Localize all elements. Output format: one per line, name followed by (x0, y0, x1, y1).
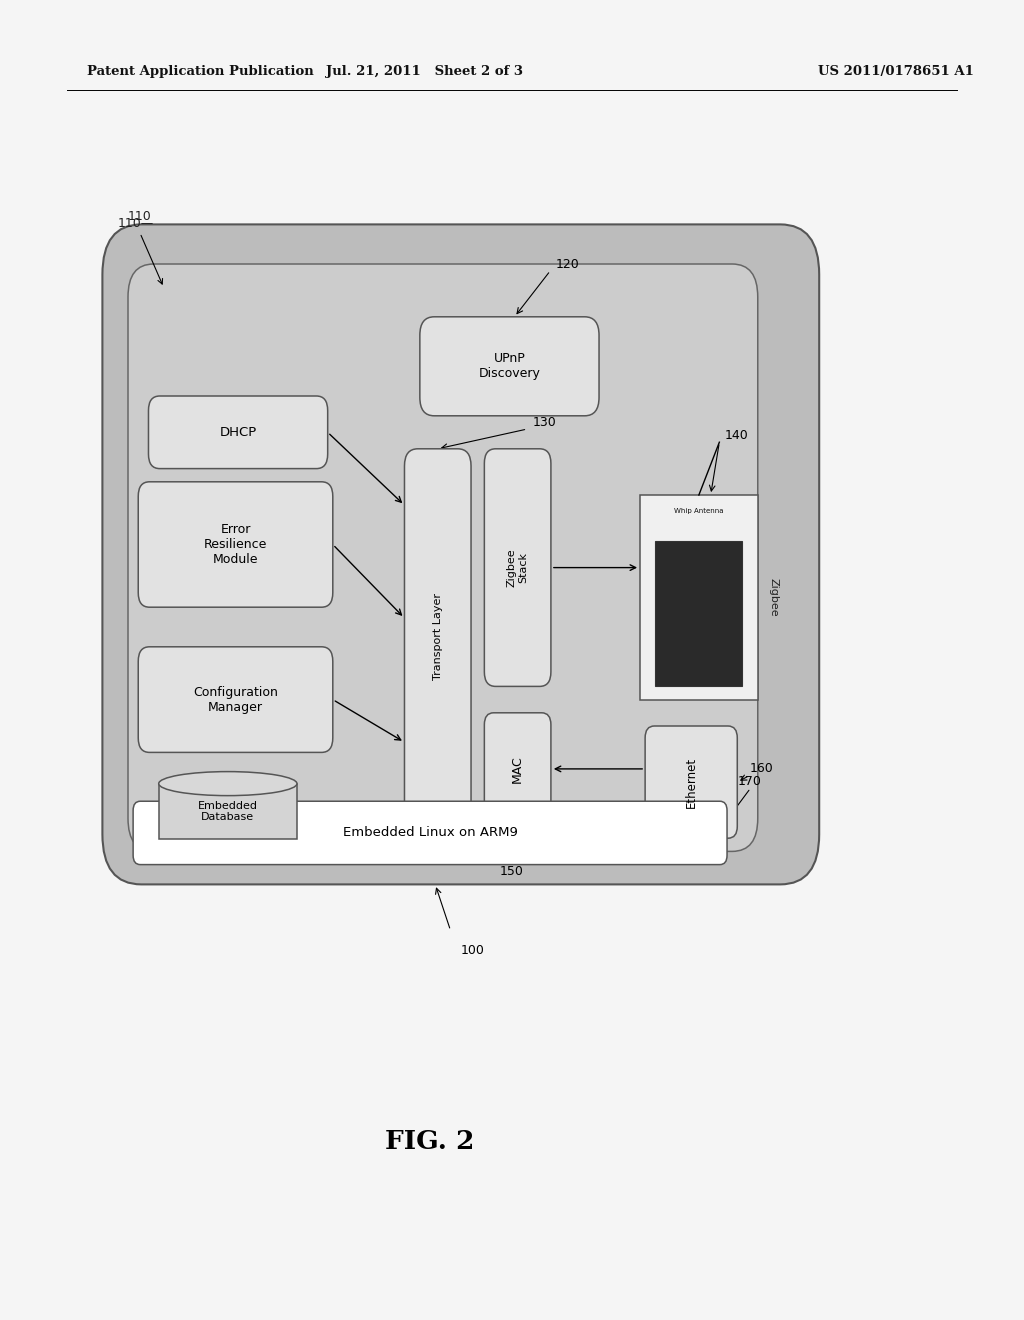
Text: Whip Antenna: Whip Antenna (674, 508, 724, 513)
FancyBboxPatch shape (404, 449, 471, 825)
Ellipse shape (159, 772, 297, 796)
Text: 110: 110 (128, 210, 152, 223)
Text: 170: 170 (737, 775, 761, 788)
Ellipse shape (159, 828, 297, 851)
Text: Jul. 21, 2011   Sheet 2 of 3: Jul. 21, 2011 Sheet 2 of 3 (327, 65, 523, 78)
Text: MAC: MAC (511, 755, 524, 783)
Text: 110—: 110— (118, 216, 163, 284)
FancyBboxPatch shape (640, 495, 758, 700)
Text: 160: 160 (750, 763, 773, 775)
Text: Zigbee
Stack: Zigbee Stack (507, 548, 528, 587)
FancyBboxPatch shape (159, 784, 297, 840)
FancyBboxPatch shape (148, 396, 328, 469)
FancyBboxPatch shape (138, 647, 333, 752)
FancyBboxPatch shape (102, 224, 819, 884)
Text: 100: 100 (461, 944, 484, 957)
Text: Patent Application Publication: Patent Application Publication (87, 65, 313, 78)
Text: Embedded Linux on ARM9: Embedded Linux on ARM9 (343, 826, 517, 840)
Text: US 2011/0178651 A1: US 2011/0178651 A1 (818, 65, 974, 78)
FancyBboxPatch shape (484, 713, 551, 825)
Text: 120: 120 (555, 257, 580, 271)
Text: Error
Resilience
Module: Error Resilience Module (204, 523, 267, 566)
FancyBboxPatch shape (133, 801, 727, 865)
FancyBboxPatch shape (138, 482, 333, 607)
FancyBboxPatch shape (645, 726, 737, 838)
FancyBboxPatch shape (655, 541, 742, 686)
Text: Embedded
Database: Embedded Database (198, 801, 258, 822)
FancyBboxPatch shape (128, 264, 758, 851)
Text: Ethernet: Ethernet (685, 756, 697, 808)
Text: 130: 130 (532, 416, 556, 429)
FancyBboxPatch shape (484, 449, 551, 686)
Text: DHCP: DHCP (219, 426, 257, 438)
Text: 150: 150 (500, 865, 523, 878)
Text: 140: 140 (725, 429, 749, 442)
Text: Configuration
Manager: Configuration Manager (194, 685, 278, 714)
Text: Transport Layer: Transport Layer (433, 594, 442, 680)
FancyBboxPatch shape (420, 317, 599, 416)
Text: Zigbee: Zigbee (768, 578, 778, 616)
Text: FIG. 2: FIG. 2 (385, 1130, 475, 1154)
Text: UPnP
Discovery: UPnP Discovery (478, 352, 541, 380)
